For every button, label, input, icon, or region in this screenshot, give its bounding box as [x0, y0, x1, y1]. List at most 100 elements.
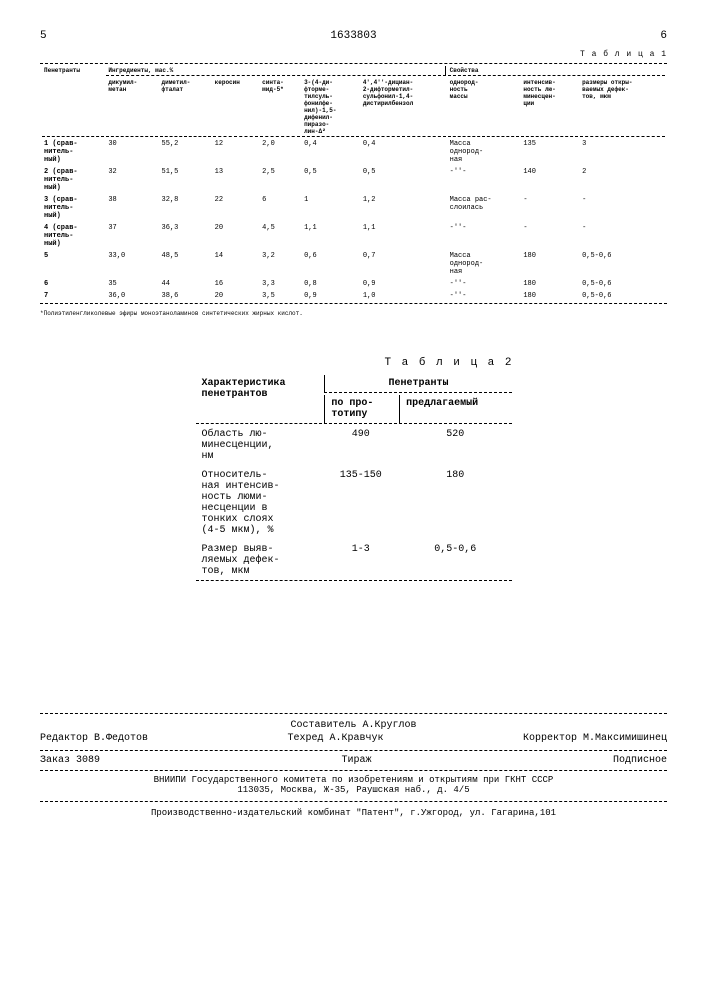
col-6: 4',4''-дициан-2-дифторметил-сульфонил-1,…	[361, 78, 446, 137]
cell: 30	[106, 139, 157, 165]
t2-main-col: Характеристикапенетрантов	[196, 375, 323, 424]
table-row: Размер выяв-ляемых дефек-тов, мкм1-30,5-…	[196, 541, 512, 581]
cell: 3,3	[260, 279, 300, 289]
col-7: однород-ностьмассы	[448, 78, 520, 137]
cell: 38,6	[160, 291, 211, 301]
cell: 13	[213, 167, 259, 193]
col-4: синта-мид-5*	[260, 78, 300, 137]
cell: -	[580, 223, 665, 249]
cell: 14	[213, 251, 259, 277]
tirage: Тираж	[341, 755, 371, 766]
cell: 520	[399, 426, 511, 465]
cell: 22	[213, 195, 259, 221]
cell: 3	[580, 139, 665, 165]
row-label: Относитель-ная интенсив-ность люми-несце…	[196, 467, 323, 539]
cell: 37	[106, 223, 157, 249]
table-row: 2 (срав-нитель-ный)3251,5132,50,50,5-''-…	[42, 167, 665, 193]
cell: 36,0	[106, 291, 157, 301]
cell: 1,1	[361, 223, 446, 249]
credits-block: Составитель А.Круглов Редактор В.Федотов…	[40, 713, 667, 818]
institution: ВНИИПИ Государственного комитета по изоб…	[40, 775, 667, 795]
row-label: 7	[42, 291, 104, 301]
table1-label: Т а б л и ц а 1	[40, 50, 667, 59]
col-3: керосин	[213, 78, 259, 137]
cell: 0,5-0,6	[580, 291, 665, 301]
cell: 2	[580, 167, 665, 193]
row-label: 5	[42, 251, 104, 277]
cell: 0,5-0,6	[399, 541, 511, 581]
cell: 48,5	[160, 251, 211, 277]
row-label: 2 (срав-нитель-ный)	[42, 167, 104, 193]
group-properties: Свойства	[448, 66, 665, 76]
cell: -''-	[448, 279, 520, 289]
table1: Пенетранты Ингредиенты, мас.% Свойства д…	[40, 63, 667, 304]
page-header: 5 1633803 6	[40, 30, 667, 42]
cell: 135	[521, 139, 578, 165]
cell: 12	[213, 139, 259, 165]
cell: 3,5	[260, 291, 300, 301]
cell: -	[580, 195, 665, 221]
cell: 35	[106, 279, 157, 289]
doc-number: 1633803	[330, 30, 376, 42]
cell: 33,0	[106, 251, 157, 277]
cell: 4,5	[260, 223, 300, 249]
col-9: размеры откры-ваемых дефек-тов, мкм	[580, 78, 665, 137]
cell: 135-150	[324, 467, 397, 539]
cell: 0,5	[302, 167, 359, 193]
order-num: Заказ 3089	[40, 755, 100, 766]
cell: 180	[521, 291, 578, 301]
cell: 2,0	[260, 139, 300, 165]
table2-label: Т а б л и ц а 2	[194, 357, 514, 369]
cell: Масса рас-слоилась	[448, 195, 520, 221]
cell: 55,2	[160, 139, 211, 165]
cell: 1,2	[361, 195, 446, 221]
row-label: 3 (срав-нитель-ный)	[42, 195, 104, 221]
cell: Массаоднород-ная	[448, 251, 520, 277]
page-right-num: 6	[660, 30, 667, 42]
cell: 20	[213, 223, 259, 249]
col-5: 3-(4-ди-фторме-тилсуль-фонилфе-нил)-1,5-…	[302, 78, 359, 137]
cell: -	[521, 195, 578, 221]
cell: 20	[213, 291, 259, 301]
table-row: Относитель-ная интенсив-ность люми-несце…	[196, 467, 512, 539]
cell: 3,2	[260, 251, 300, 277]
cell: 0,9	[302, 291, 359, 301]
cell: 0,6	[302, 251, 359, 277]
cell: 16	[213, 279, 259, 289]
cell: 0,9	[361, 279, 446, 289]
cell: 0,5	[361, 167, 446, 193]
cell: -	[521, 223, 578, 249]
group-ingredients: Ингредиенты, мас.%	[106, 66, 445, 76]
col-1: дикумил-метан	[106, 78, 157, 137]
techred: Техред А.Кравчук	[287, 733, 383, 744]
cell: 32	[106, 167, 157, 193]
col-penetrants: Пенетранты	[42, 66, 104, 137]
table1-footnote: *Полиэтиленгликолевые эфиры моноэтанолам…	[40, 310, 667, 317]
table-row: 4 (срав-нитель-ный)3736,3204,51,11,1-''-…	[42, 223, 665, 249]
cell: 0,4	[302, 139, 359, 165]
table-row: 3 (срав-нитель-ный)3832,822611,2Масса ра…	[42, 195, 665, 221]
cell: 32,8	[160, 195, 211, 221]
table2: Характеристикапенетрантов Пенетранты по …	[194, 373, 514, 583]
cell: -''-	[448, 223, 520, 249]
editor: Редактор В.Федотов	[40, 733, 148, 744]
cell: 44	[160, 279, 211, 289]
corrector: Корректор М.Максимишинец	[523, 733, 667, 744]
row-label: Размер выяв-ляемых дефек-тов, мкм	[196, 541, 323, 581]
table-row: 736,038,6203,50,91,0-''-1800,5-0,6	[42, 291, 665, 301]
subscribe: Подписное	[613, 755, 667, 766]
table-row: Область лю-минесценции,нм490520	[196, 426, 512, 465]
cell: 140	[521, 167, 578, 193]
cell: -''-	[448, 167, 520, 193]
cell: 51,5	[160, 167, 211, 193]
cell: 38	[106, 195, 157, 221]
page-left-num: 5	[40, 30, 47, 42]
cell: 0,5-0,6	[580, 279, 665, 289]
cell: 0,5-0,6	[580, 251, 665, 277]
cell: -''-	[448, 291, 520, 301]
col-8: интенсив-ность лю-минесцен-ции	[521, 78, 578, 137]
table-row: 1 (срав-нитель-ный)3055,2122,00,40,4Масс…	[42, 139, 665, 165]
cell: 490	[324, 426, 397, 465]
cell: 0,4	[361, 139, 446, 165]
table-row: 63544163,30,80,9-''-1800,5-0,6	[42, 279, 665, 289]
